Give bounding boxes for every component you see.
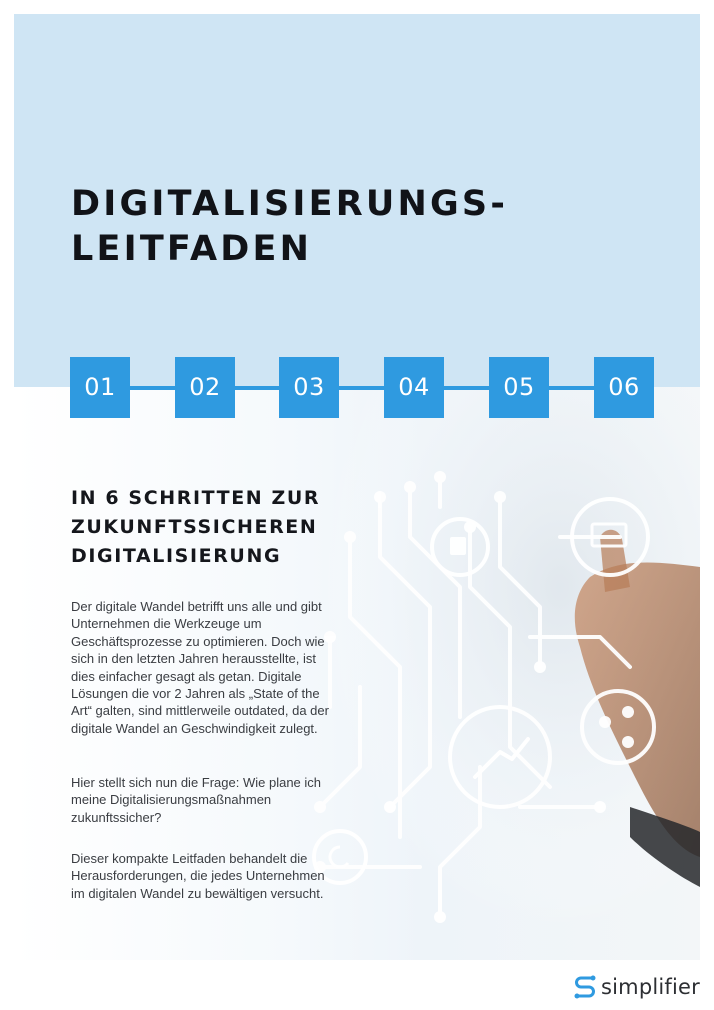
step-badge-03: 03	[279, 357, 339, 418]
header-band	[14, 14, 700, 387]
summary-paragraph: Dieser kompakte Leitfaden behandelt die …	[71, 851, 325, 901]
title-line-2: LEITFADEN	[71, 229, 313, 269]
step-badge-05: 05	[489, 357, 549, 418]
subtitle-line-2: ZUKUNFTSSICHEREN	[71, 516, 318, 538]
subtitle-line-1: IN 6 SCHRITTEN ZUR	[71, 487, 321, 509]
logo-wordmark: simplifier	[601, 975, 701, 999]
title-line-1: DIGITALISIERUNGS-	[71, 184, 509, 224]
simplifier-logo: simplifier	[574, 972, 700, 1002]
step-badge-04: 04	[384, 357, 444, 418]
subtitle-line-3: DIGITALISIERUNG	[71, 545, 282, 567]
steps-connector-line	[100, 386, 624, 390]
simplifier-logo-icon	[574, 975, 596, 999]
document-title: DIGITALISIERUNGS- LEITFADEN	[71, 182, 631, 272]
circuit-illustration	[300, 387, 700, 960]
question-paragraph: Hier stellt sich nun die Frage: Wie plan…	[71, 775, 322, 825]
step-badge-02: 02	[175, 357, 235, 418]
intro-paragraph: Der digitale Wandel betrifft uns alle un…	[71, 599, 329, 736]
document-subtitle: IN 6 SCHRITTEN ZUR ZUKUNFTSSICHEREN DIGI…	[71, 484, 371, 571]
step-badge-01: 01	[70, 357, 130, 418]
step-badge-06: 06	[594, 357, 654, 418]
